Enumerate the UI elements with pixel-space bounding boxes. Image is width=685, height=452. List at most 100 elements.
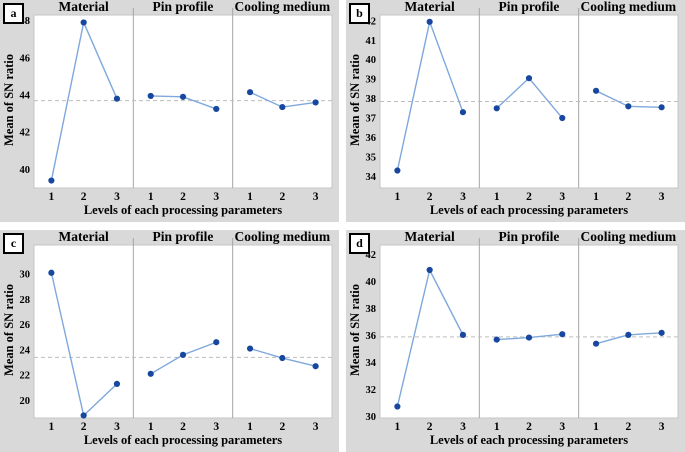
data-point — [147, 92, 154, 100]
data-point — [48, 177, 55, 184]
x-axis-label: Levels of each processing parameters — [83, 433, 283, 447]
data-point — [592, 87, 600, 94]
panel-label: b — [349, 3, 370, 24]
panel-label: a — [3, 3, 24, 24]
data-point — [113, 95, 121, 102]
y-tick-label: 34 — [366, 358, 377, 369]
data-point — [459, 331, 467, 338]
y-tick-label: 37 — [366, 114, 377, 125]
data-point — [312, 99, 319, 106]
data-point — [525, 75, 533, 82]
panel-a: Material Pin profile Cooling medium 40 42 44 4… — [0, 0, 339, 222]
y-axis-label: Mean of SN ratio — [2, 54, 16, 146]
x-tick-label: 3 — [313, 191, 319, 203]
data-point — [312, 363, 319, 370]
x-tick-label: 1 — [395, 191, 401, 203]
plot-area — [33, 244, 333, 419]
y-axis-label: Mean of SN ratio — [2, 284, 16, 376]
x-tick-label: 2 — [526, 191, 532, 203]
y-tick-label: 24 — [20, 345, 31, 356]
y-tick-label: 32 — [366, 385, 377, 396]
y-tick-label: 42 — [20, 128, 31, 139]
panel-b-plot: Material Pin profile Cooling medium 34 35 36 3… — [366, 0, 679, 203]
panel-label: c — [3, 233, 24, 254]
y-tick-label: 39 — [366, 75, 377, 86]
data-point — [80, 412, 87, 419]
x-tick-label: 1 — [49, 421, 55, 433]
panel-d: Material Pin profile Cooling medium 30 32 34 3… — [346, 230, 685, 452]
x-tick-label: 1 — [395, 421, 401, 433]
y-tick-label: 40 — [20, 165, 31, 176]
x-tick-label: 3 — [659, 421, 665, 433]
x-tick-label: 3 — [659, 191, 665, 203]
section-title: Pin profile — [499, 0, 560, 14]
y-tick-label: 34 — [366, 172, 377, 183]
x-tick-label: 3 — [313, 421, 319, 433]
x-axis-label: Levels of each processing parameters — [429, 433, 629, 447]
y-tick-label: 26 — [20, 320, 31, 331]
data-point — [493, 105, 500, 112]
x-tick-label: 1 — [247, 421, 253, 433]
x-tick-label: 1 — [494, 191, 500, 203]
section-title: Material — [405, 230, 455, 244]
y-tick-label: 41 — [366, 36, 377, 47]
x-tick-label: 3 — [213, 421, 219, 433]
x-tick-label: 1 — [593, 421, 599, 433]
y-tick-label: 38 — [366, 94, 377, 105]
x-axis-label: Levels of each processing parameters — [429, 203, 629, 217]
data-point — [147, 370, 154, 377]
data-point — [113, 380, 121, 388]
x-tick-label: 3 — [460, 421, 466, 433]
data-point — [279, 354, 286, 362]
data-point — [625, 331, 632, 338]
y-tick-label: 28 — [20, 295, 31, 306]
data-point — [658, 329, 665, 336]
panel-c-plot: Material Pin profile Cooling medium2022242… — [20, 230, 333, 433]
x-tick-label: 3 — [460, 191, 466, 203]
data-point — [179, 351, 187, 358]
x-tick-label: 3 — [559, 191, 565, 203]
x-tick-label: 2 — [625, 191, 631, 203]
x-tick-label: 2 — [279, 421, 285, 433]
y-tick-label: 46 — [20, 53, 31, 64]
x-axis-label: Levels of each processing parameters — [83, 203, 283, 217]
section-title: Pin profile — [499, 230, 560, 244]
data-point — [592, 340, 600, 347]
data-point — [179, 93, 187, 100]
panel-d-plot: Material Pin profile Cooling medium3032343… — [366, 230, 679, 433]
x-tick-label: 3 — [114, 191, 120, 203]
section-title: Cooling medium — [235, 230, 331, 244]
section-title: Cooling medium — [581, 0, 677, 14]
section-title: Cooling medium — [581, 230, 677, 244]
data-point — [559, 331, 566, 338]
data-point — [246, 345, 254, 352]
data-point — [625, 103, 632, 110]
data-point — [394, 403, 401, 410]
y-axis-label: Mean of SN ratio — [348, 54, 362, 146]
section-title: Pin profile — [153, 0, 214, 14]
x-tick-label: 2 — [279, 191, 285, 203]
y-tick-label: 35 — [366, 152, 377, 163]
section-title: Material — [59, 0, 109, 14]
y-tick-label: 40 — [366, 277, 377, 288]
data-point — [394, 167, 401, 174]
y-axis-label: Mean of SN ratio — [348, 284, 362, 376]
section-title: Material — [59, 230, 109, 244]
x-tick-label: 1 — [593, 191, 599, 203]
y-tick-label: 20 — [20, 396, 31, 407]
x-tick-label: 3 — [559, 421, 565, 433]
x-tick-label: 3 — [213, 191, 219, 203]
data-point — [426, 266, 433, 274]
plot-area — [379, 244, 679, 419]
x-tick-label: 2 — [81, 191, 87, 203]
data-point — [213, 339, 220, 346]
plot-area — [33, 14, 333, 189]
y-tick-label: 38 — [366, 304, 377, 315]
data-point — [213, 105, 220, 113]
section-title: Cooling medium — [235, 0, 331, 14]
x-tick-label: 1 — [148, 191, 154, 203]
panel-a-plot: Material Pin profile Cooling medium 40 42 44 4… — [20, 0, 333, 203]
x-tick-label: 2 — [625, 421, 631, 433]
x-tick-label: 1 — [247, 191, 253, 203]
y-tick-label: 42 — [366, 16, 377, 27]
